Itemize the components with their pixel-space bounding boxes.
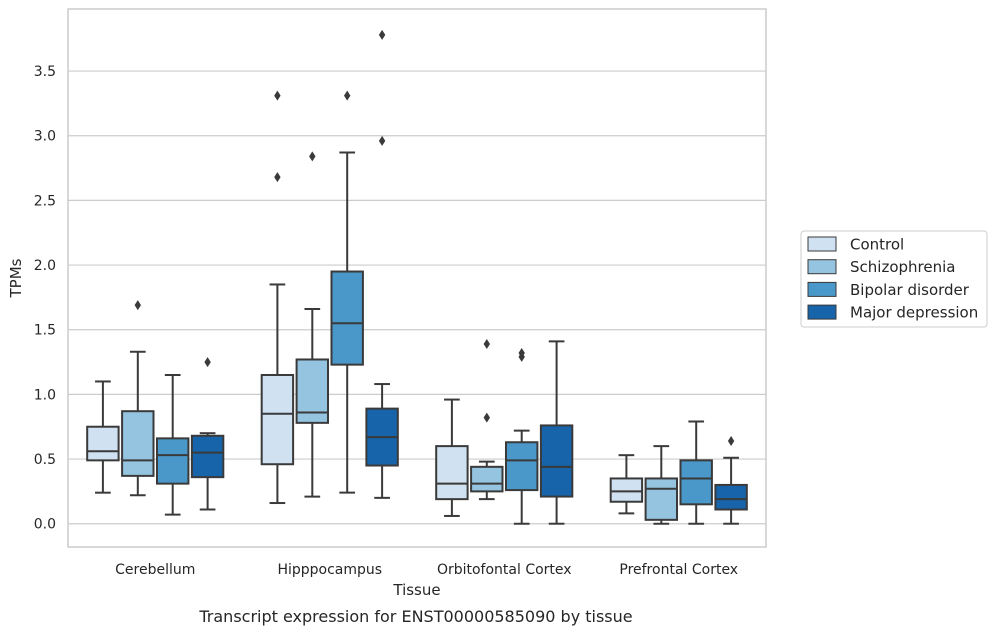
box-body — [121, 410, 155, 477]
legend-swatch — [807, 236, 837, 252]
box-body — [504, 441, 539, 492]
legend-items: Control Schizophrenia Bipolar disorder Majo… — [807, 236, 978, 322]
outlier-point — [274, 90, 281, 101]
series-major-depression — [190, 29, 748, 525]
x-axis-title: Tissue — [392, 581, 440, 599]
x-tick-label: Hipppocampus — [277, 562, 382, 578]
outlier-point — [204, 357, 211, 368]
legend-label: Schizophrenia — [850, 258, 955, 276]
y-axis-title: TPMs — [7, 258, 25, 298]
box — [365, 29, 399, 499]
box-body — [260, 373, 295, 466]
box — [714, 435, 748, 525]
y-tick-label: 2.0 — [34, 258, 56, 274]
box — [155, 373, 190, 516]
box-body — [609, 477, 644, 503]
y-tick-label: 2.5 — [34, 193, 56, 209]
legend-frame — [800, 230, 988, 328]
box — [470, 338, 504, 501]
box-body — [470, 465, 504, 493]
box — [435, 398, 469, 517]
legend-label: Control — [850, 236, 904, 254]
legend-swatch — [807, 304, 837, 320]
legend-label: Bipolar disorder — [850, 281, 970, 299]
box — [609, 454, 644, 515]
outlier-point — [309, 151, 316, 162]
outlier-point — [483, 338, 490, 349]
legend-swatch — [807, 259, 837, 275]
legend-label: Major depression — [850, 304, 978, 322]
box-body — [155, 437, 190, 485]
box — [330, 90, 364, 494]
outlier-point — [483, 412, 490, 423]
outlier-point — [518, 348, 525, 359]
y-tick-label: 1.5 — [34, 323, 56, 339]
box-body — [714, 483, 748, 511]
series-control — [86, 90, 644, 517]
plot-frame — [67, 8, 767, 548]
box-body — [86, 425, 120, 462]
box-body — [190, 434, 225, 479]
box — [260, 90, 295, 505]
y-tick-label: 3.0 — [34, 129, 56, 145]
legend: Control Schizophrenia Bipolar disorder Majo… — [800, 230, 988, 328]
box-body — [330, 270, 364, 366]
series-bipolar-disorder — [155, 90, 713, 525]
box-body — [539, 424, 574, 498]
y-tick-label: 1.0 — [34, 387, 56, 403]
box — [504, 348, 539, 525]
y-tick-label: 0.0 — [34, 517, 56, 533]
outlier-point — [378, 135, 386, 146]
series-schizophrenia — [121, 151, 679, 525]
legend-swatch — [807, 281, 837, 297]
box — [86, 380, 120, 494]
box — [644, 445, 679, 525]
figure-caption: Transcript expression for ENST0000058509… — [198, 607, 632, 626]
box — [679, 420, 713, 525]
x-tick-label: Cerebellum — [115, 562, 195, 578]
box-body — [679, 459, 713, 506]
box-series-group — [86, 29, 748, 525]
y-tick-labels: 0.0 0.5 1.0 1.5 2.0 2.5 3.0 3.5 — [34, 64, 56, 533]
y-tick-label: 3.5 — [34, 64, 56, 80]
box-body — [644, 477, 679, 521]
box-body — [435, 445, 469, 501]
box — [190, 357, 225, 511]
x-tick-label: Prefrontal Cortex — [619, 562, 738, 578]
box — [539, 340, 574, 525]
outlier-point — [274, 172, 281, 183]
outlier-point — [344, 90, 351, 101]
y-tick-label: 0.5 — [34, 452, 56, 468]
outlier-point — [727, 435, 735, 446]
x-tick-label: Orbitofontal Cortex — [437, 562, 572, 578]
box — [295, 151, 330, 498]
box — [121, 300, 155, 497]
outlier-point — [378, 29, 386, 40]
outlier-point — [134, 300, 141, 311]
x-tick-labels: Cerebellum Hipppocampus Orbitofontal Corte… — [115, 562, 738, 578]
